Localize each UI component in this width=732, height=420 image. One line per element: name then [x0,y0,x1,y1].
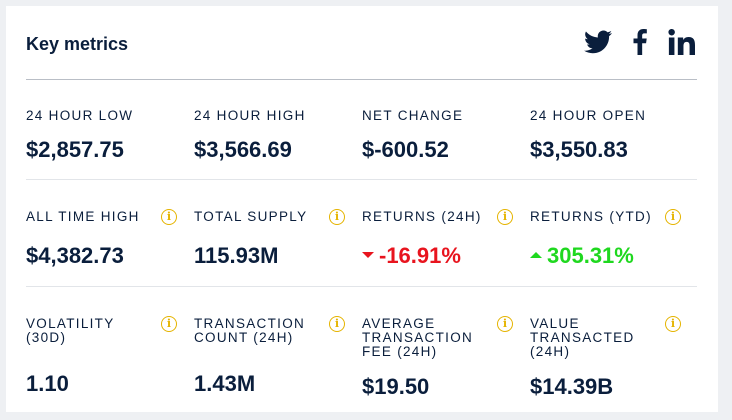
metric-label: VOLATILITY (30D) [26,316,115,345]
metric-returns-ytd: RETURNS (YTD) i 305.31% [530,180,697,286]
metric-24h-open: 24 HOUR OPEN $3,550.83 [530,80,697,179]
linkedin-share-link[interactable] [667,26,697,58]
metric-value-transacted: VALUE TRANSACTED (24H) i $14.39B [530,287,697,412]
arrow-up-icon [530,252,542,259]
metric-label: RETURNS (24H) [362,209,482,224]
metrics-row-1: 24 HOUR LOW $2,857.75 24 HOUR HIGH $3,56… [26,80,697,180]
metric-value: $-600.52 [362,137,449,162]
metric-net-change: NET CHANGE $-600.52 [362,80,530,179]
metric-label: TRANSACTION COUNT (24H) [194,316,306,345]
metric-average-transaction-fee: AVERAGE TRANSACTION FEE (24H) i $19.50 [362,287,530,412]
metric-total-supply: TOTAL SUPPLY i 115.93M [194,180,362,286]
twitter-share-link[interactable] [583,26,613,58]
metrics-row-3: VOLATILITY (30D) i 1.10 TRANSACTION COUN… [26,287,697,412]
info-icon[interactable]: i [329,316,345,332]
arrow-down-icon [362,252,374,259]
info-icon[interactable]: i [497,209,513,225]
metric-value: $3,566.69 [194,137,292,162]
metric-transaction-count: TRANSACTION COUNT (24H) i 1.43M [194,287,362,412]
metric-24h-low: 24 HOUR LOW $2,857.75 [26,80,194,179]
metric-value: $19.50 [362,374,430,399]
metric-label: VALUE TRANSACTED (24H) [530,316,635,359]
social-share-links [583,26,697,58]
returns-ytd-value: 305.31% [547,243,634,268]
metric-value: 305.31% [530,243,634,269]
metric-value: $14.39B [530,374,614,399]
metric-label: TOTAL SUPPLY [194,209,308,224]
metric-returns-24h: RETURNS (24H) i -16.91% [362,180,530,286]
card-header: Key metrics [26,6,697,80]
metric-value: -16.91% [362,243,461,269]
metric-label: 24 HOUR HIGH [194,108,306,123]
metric-all-time-high: ALL TIME HIGH i $4,382.73 [26,180,194,286]
metric-label: RETURNS (YTD) [530,209,652,224]
info-icon[interactable]: i [497,316,513,332]
metric-value: $3,550.83 [530,137,628,162]
metric-value: $4,382.73 [26,243,124,268]
metric-label: ALL TIME HIGH [26,209,140,224]
key-metrics-card: Key metrics 24 HOUR LOW $2,857.75 [6,6,718,412]
metric-value: 115.93M [194,243,279,268]
returns-24h-value: -16.91% [379,243,461,268]
metric-label: AVERAGE TRANSACTION FEE (24H) [362,316,474,359]
metric-label: 24 HOUR OPEN [530,108,647,123]
info-icon[interactable]: i [329,209,345,225]
info-icon[interactable]: i [161,209,177,225]
info-icon[interactable]: i [665,316,681,332]
info-icon[interactable]: i [665,209,681,225]
metric-label: NET CHANGE [362,108,464,123]
metric-value: 1.43M [194,371,256,396]
facebook-share-link[interactable] [631,26,649,58]
linkedin-icon [668,29,695,55]
metric-label: 24 HOUR LOW [26,108,134,123]
metric-value: $2,857.75 [26,137,124,162]
metrics-row-2: ALL TIME HIGH i $4,382.73 TOTAL SUPPLY i… [26,180,697,287]
card-title: Key metrics [26,34,129,54]
metric-volatility: VOLATILITY (30D) i 1.10 [26,287,194,412]
metric-value: 1.10 [26,371,69,396]
info-icon[interactable]: i [161,316,177,332]
twitter-icon [584,30,612,54]
metric-24h-high: 24 HOUR HIGH $3,566.69 [194,80,362,179]
facebook-icon [633,29,647,55]
